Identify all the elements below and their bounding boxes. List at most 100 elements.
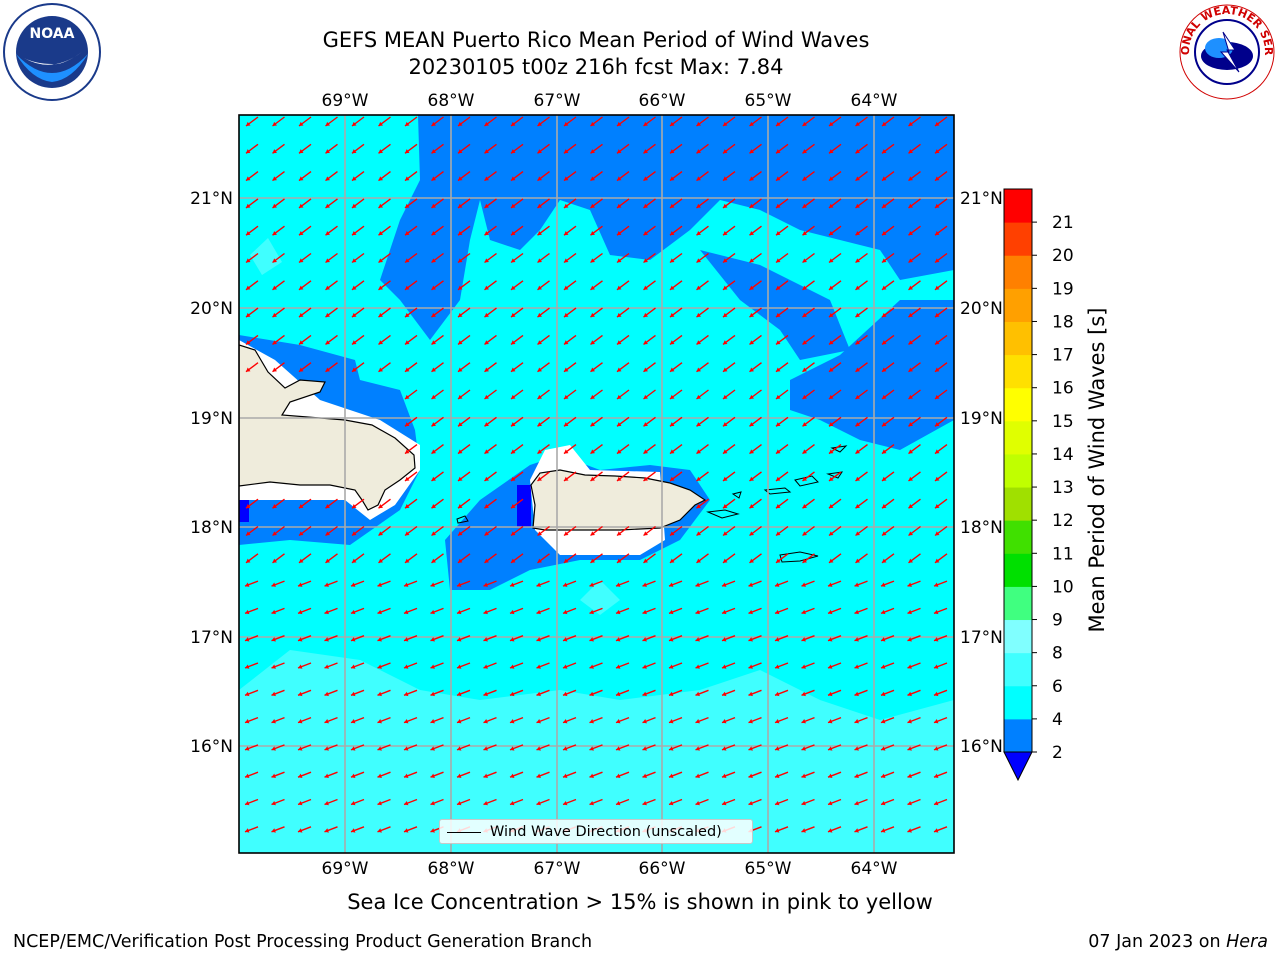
colorbar-tick-label: 4	[1052, 710, 1063, 730]
lat-label: 19°N	[190, 409, 233, 429]
wind-wave-arrowhead	[351, 691, 356, 697]
wind-wave-arrowhead	[483, 691, 488, 697]
wind-wave-arrowhead	[536, 691, 541, 697]
wind-wave-arrowhead	[907, 637, 912, 642]
wind-wave-arrowhead	[855, 531, 860, 536]
wind-wave-arrowhead	[723, 312, 728, 318]
wind-wave-arrowhead	[377, 582, 382, 587]
wind-wave-arrowhead	[536, 582, 541, 587]
colorbar-tick-label: 6	[1052, 677, 1063, 697]
wind-wave-arrowhead	[775, 719, 780, 724]
wind-wave-arrowhead	[245, 609, 250, 615]
wind-wave-arrowhead	[536, 664, 541, 669]
wind-wave-arrowhead	[829, 504, 834, 509]
lat-label: 19°N	[960, 409, 1003, 429]
wind-wave-arrowhead	[749, 203, 754, 208]
wind-wave-arrowhead	[881, 773, 886, 778]
wind-wave-arrowhead	[590, 285, 595, 290]
wind-wave-arrowhead	[299, 367, 304, 372]
wind-wave-arrowhead	[430, 582, 435, 587]
wind-wave-arrowhead	[935, 121, 940, 126]
wind-wave-arrowhead	[722, 773, 727, 778]
wind-wave-arrowhead	[536, 637, 541, 642]
wind-wave-arrowhead	[352, 558, 357, 563]
wind-wave-arrowhead	[458, 449, 463, 454]
wind-wave-arrowhead	[324, 719, 329, 724]
wind-wave-arrowhead	[881, 691, 886, 697]
wind-wave-arrowhead	[669, 800, 674, 806]
wind-wave-arrowhead	[564, 394, 569, 399]
wind-wave-arrowhead	[563, 637, 568, 642]
wind-wave-arrowhead	[590, 394, 595, 399]
wind-wave-arrowhead	[776, 394, 781, 399]
wind-wave-arrowhead	[458, 504, 463, 509]
wind-wave-arrowhead	[404, 637, 409, 642]
wind-wave-arrowhead	[695, 609, 700, 615]
wind-wave-arrowhead	[908, 367, 913, 372]
wind-wave-arrowhead	[828, 637, 833, 642]
wind-wave-arrowhead	[776, 367, 781, 372]
wind-wave-arrowhead	[749, 449, 754, 454]
wind-wave-arrowhead	[696, 504, 701, 509]
wind-wave-arrowhead	[351, 582, 356, 587]
wind-wave-arrowhead	[855, 231, 860, 236]
wind-wave-arrowhead	[299, 258, 304, 263]
wind-wave-arrowhead	[431, 340, 436, 345]
wind-wave-arrowhead	[617, 558, 622, 563]
wind-wave-arrowhead	[430, 637, 435, 642]
wind-wave-arrowhead	[696, 121, 701, 126]
wind-wave-arrowhead	[776, 422, 781, 427]
wind-wave-arrowhead	[935, 340, 940, 345]
wind-wave-arrowhead	[670, 531, 675, 536]
wind-wave-arrowhead	[696, 340, 701, 345]
wind-wave-arrowhead	[458, 149, 463, 154]
wind-wave-arrowhead	[510, 773, 515, 778]
wind-wave-arrowhead	[776, 449, 781, 454]
wind-wave-arrowhead	[430, 828, 435, 833]
wind-wave-arrowhead	[617, 476, 622, 481]
wind-wave-arrowhead	[829, 340, 834, 345]
wind-wave-arrowhead	[351, 719, 356, 724]
wind-wave-arrowhead	[246, 285, 251, 290]
wind-wave-arrowhead	[564, 121, 569, 126]
wind-wave-arrowhead	[802, 422, 807, 427]
wind-wave-arrowhead	[404, 691, 409, 697]
wind-wave-arrowhead	[696, 285, 701, 290]
wind-wave-arrowhead	[246, 558, 251, 563]
wind-wave-arrowhead	[564, 312, 569, 318]
wind-wave-arrowhead	[907, 773, 912, 778]
wind-wave-arrowhead	[801, 719, 806, 724]
legend-line-sample	[447, 832, 481, 833]
wind-wave-arrowhead	[352, 340, 357, 345]
wind-wave-arrowhead	[643, 231, 648, 236]
wind-wave-arrowhead	[855, 340, 860, 345]
wind-wave-arrowhead	[590, 149, 595, 154]
wind-wave-arrowhead	[404, 746, 409, 751]
wind-wave-arrowhead	[935, 285, 940, 290]
wind-wave-arrowhead	[670, 231, 675, 236]
wind-wave-arrowhead	[404, 609, 409, 615]
colorbar-tick-label: 18	[1052, 312, 1074, 332]
wind-wave-arrowhead	[511, 367, 516, 372]
wind-wave-arrowhead	[377, 719, 382, 724]
lat-label: 20°N	[190, 299, 233, 319]
wind-wave-arrowhead	[590, 312, 595, 318]
wind-wave-arrowhead	[802, 258, 807, 263]
map-frame	[238, 114, 955, 854]
wind-wave-arrowhead	[458, 531, 463, 536]
wind-wave-arrowhead	[589, 664, 594, 669]
wind-wave-arrowhead	[748, 691, 753, 697]
colorbar-segment	[1004, 420, 1032, 455]
wind-wave-arrowhead	[377, 637, 382, 642]
wind-wave-arrowhead	[299, 285, 304, 290]
wind-wave-arrowhead	[458, 121, 463, 126]
wind-wave-arrowhead	[642, 637, 647, 642]
wind-wave-arrowhead	[616, 773, 621, 778]
lon-label: 67°W	[534, 859, 581, 879]
wind-wave-arrowhead	[802, 176, 807, 181]
wind-wave-arrowhead	[616, 664, 621, 669]
wind-wave-arrowhead	[272, 258, 277, 263]
wind-wave-arrowhead	[590, 203, 595, 208]
wind-wave-arrowhead	[325, 149, 330, 154]
wind-wave-arrowhead	[510, 691, 515, 697]
